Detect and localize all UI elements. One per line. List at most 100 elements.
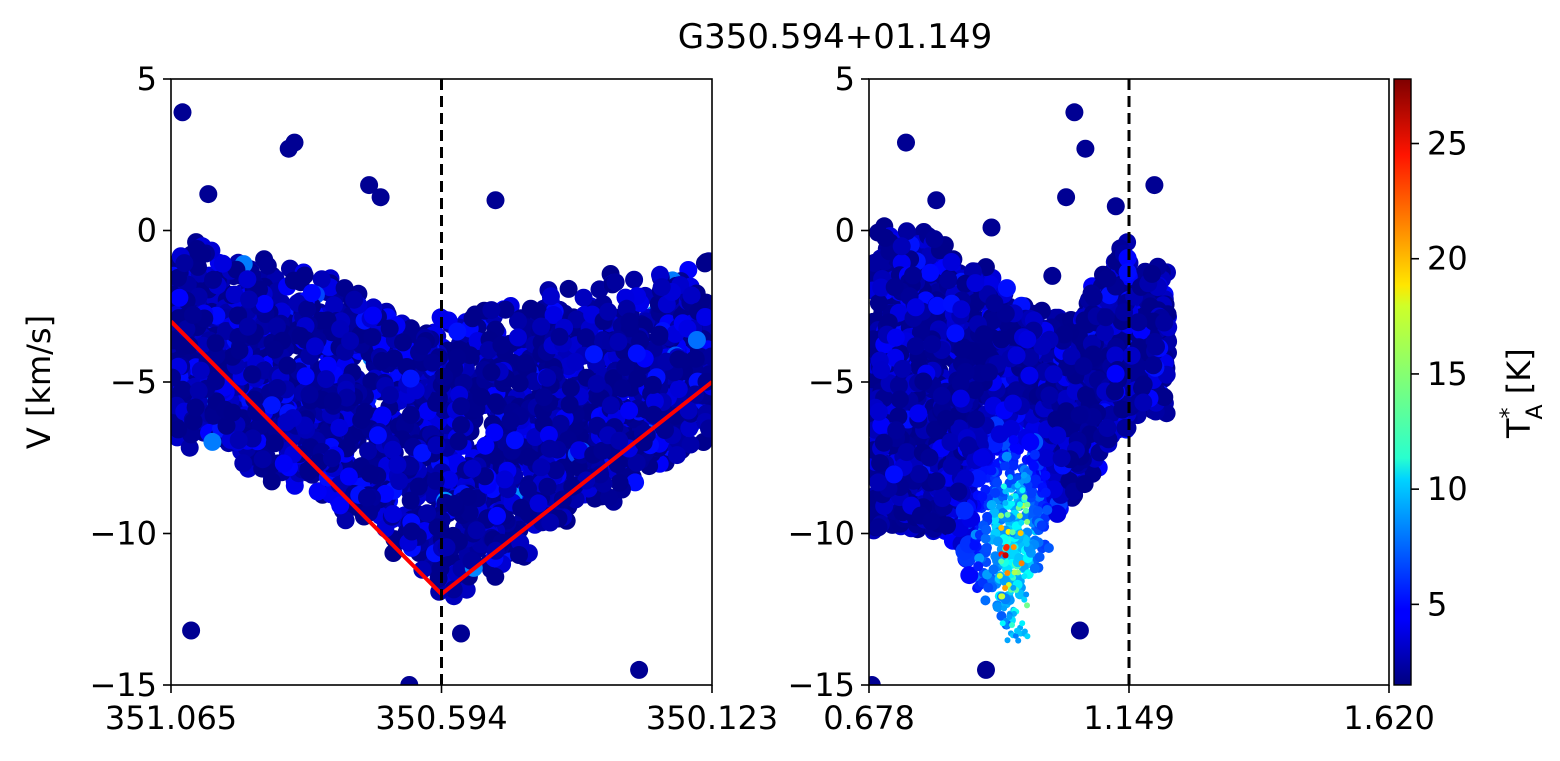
right-data-point bbox=[1040, 470, 1051, 481]
left-data-point bbox=[509, 328, 527, 347]
left-data-point bbox=[550, 327, 569, 346]
right-data-point bbox=[889, 407, 908, 426]
left-data-point bbox=[593, 441, 612, 460]
left-data-point bbox=[413, 337, 432, 355]
left-data-point bbox=[445, 495, 464, 513]
left-data-point bbox=[644, 405, 663, 424]
figure-title: G350.594+01.149 bbox=[678, 17, 992, 57]
right-data-point bbox=[992, 477, 1003, 488]
left-data-point bbox=[560, 395, 579, 414]
right-data-point bbox=[1029, 563, 1040, 574]
left-data-point bbox=[448, 322, 467, 341]
left-data-point bbox=[610, 431, 629, 450]
left-data-point bbox=[539, 426, 558, 444]
left-data-point bbox=[352, 411, 371, 429]
left-y-tick-label: 5 bbox=[137, 60, 157, 98]
left-data-point bbox=[559, 279, 578, 298]
left-data-point bbox=[243, 429, 262, 448]
left-data-point bbox=[538, 368, 557, 387]
left-data-point bbox=[401, 369, 420, 388]
right-data-point bbox=[988, 564, 999, 575]
left-data-point bbox=[616, 358, 635, 376]
right-data-point bbox=[892, 237, 911, 256]
left-data-point bbox=[643, 375, 662, 394]
left-data-point bbox=[492, 336, 511, 354]
right-data-point bbox=[897, 222, 916, 241]
left-data-point bbox=[390, 472, 409, 491]
left-data-point bbox=[570, 441, 588, 460]
right-data-point bbox=[960, 566, 979, 585]
left-data-point bbox=[331, 496, 350, 515]
right-data-point bbox=[1155, 388, 1174, 407]
left-data-point bbox=[262, 472, 281, 491]
left-data-point bbox=[372, 408, 391, 427]
left-data-point bbox=[600, 488, 618, 507]
left-data-point bbox=[526, 428, 545, 446]
right-data-point bbox=[939, 271, 958, 290]
left-data-point bbox=[360, 176, 379, 195]
left-data-point bbox=[540, 439, 559, 458]
left-data-point bbox=[336, 511, 355, 530]
left-data-point bbox=[472, 388, 491, 407]
left-data-point bbox=[206, 372, 225, 391]
left-data-point bbox=[628, 369, 647, 388]
right-scatter-points bbox=[869, 103, 1178, 685]
left-data-point bbox=[312, 270, 331, 289]
left-data-point bbox=[452, 416, 470, 435]
left-data-point bbox=[300, 385, 319, 404]
left-data-point bbox=[682, 286, 701, 305]
left-data-point bbox=[323, 392, 342, 411]
left-data-point bbox=[620, 401, 639, 420]
right-data-point bbox=[910, 465, 929, 483]
right-data-point bbox=[889, 376, 908, 395]
right-data-point bbox=[980, 595, 991, 606]
left-data-point bbox=[529, 494, 548, 513]
right-data-point bbox=[999, 460, 1010, 471]
left-data-point bbox=[429, 569, 448, 588]
left-data-point bbox=[476, 436, 495, 455]
right-data-point bbox=[1030, 474, 1041, 485]
left-data-point bbox=[203, 432, 222, 451]
left-data-point bbox=[630, 660, 649, 679]
left-data-point bbox=[401, 406, 420, 424]
left-data-point bbox=[551, 414, 570, 433]
left-y-axis: 50−5−10−15 bbox=[89, 60, 171, 704]
left-data-point bbox=[337, 388, 356, 407]
left-data-point bbox=[458, 487, 477, 506]
left-data-point bbox=[359, 442, 378, 461]
left-data-point bbox=[687, 331, 706, 349]
left-data-point bbox=[394, 333, 412, 352]
left-data-point bbox=[401, 457, 420, 476]
left-data-point bbox=[402, 319, 420, 338]
left-data-point bbox=[189, 381, 208, 400]
left-data-point bbox=[541, 287, 560, 306]
left-data-point bbox=[171, 331, 183, 350]
right-data-point bbox=[1048, 504, 1067, 523]
left-y-axis-label: V [km/s] bbox=[20, 315, 58, 449]
left-data-point bbox=[383, 505, 402, 524]
left-data-point bbox=[409, 477, 428, 496]
left-data-point bbox=[686, 349, 705, 368]
right-data-point bbox=[876, 228, 895, 247]
left-data-point bbox=[191, 361, 210, 380]
left-data-point bbox=[505, 431, 524, 450]
left-data-point bbox=[302, 284, 321, 302]
left-x-tick-label: 350.594 bbox=[375, 699, 507, 737]
left-data-point bbox=[251, 416, 270, 435]
right-data-point bbox=[969, 540, 980, 551]
left-data-point bbox=[610, 473, 629, 492]
right-data-point bbox=[980, 533, 991, 544]
left-data-point bbox=[182, 621, 201, 640]
left-data-point bbox=[650, 327, 669, 346]
left-data-point bbox=[668, 446, 686, 465]
left-y-tick-label: −10 bbox=[89, 515, 157, 553]
right-data-point bbox=[1007, 346, 1026, 365]
left-data-point bbox=[435, 368, 454, 386]
left-data-point bbox=[186, 398, 205, 417]
left-data-point bbox=[180, 438, 199, 457]
left-data-point bbox=[384, 349, 403, 368]
left-data-point bbox=[574, 288, 593, 307]
left-data-point bbox=[184, 412, 203, 431]
left-data-point bbox=[171, 420, 188, 439]
